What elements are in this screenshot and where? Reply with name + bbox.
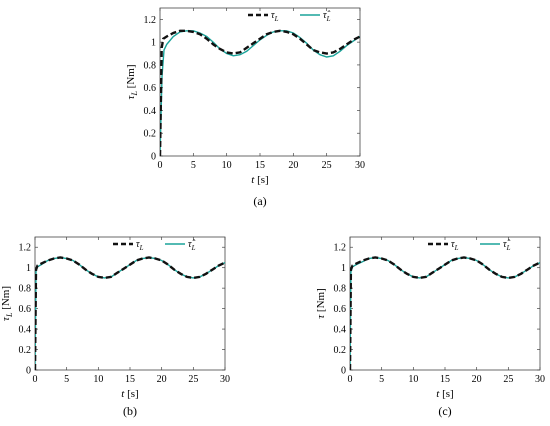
- y-tick-label: 0.2: [144, 129, 157, 140]
- x-tick-label: 15: [125, 374, 135, 385]
- x-tick-label: 10: [93, 374, 103, 385]
- y-tick-label: 0.6: [144, 83, 157, 94]
- y-tick-label: 0.6: [19, 304, 32, 315]
- legend-label: τL: [451, 239, 459, 252]
- y-tick-label: 0: [151, 152, 156, 163]
- x-tick-label: 10: [408, 374, 418, 385]
- legend-label: τ̂L: [323, 10, 331, 23]
- y-tick-label: 0: [341, 366, 346, 377]
- y-axis-label: τ [Nm]: [315, 288, 327, 319]
- x-tick-label: 20: [288, 160, 298, 171]
- legend-label: τ̂L: [188, 239, 196, 252]
- y-axis-label: τL [Nm]: [0, 286, 14, 321]
- x-tick-label: 30: [355, 160, 365, 171]
- x-tick-label: 20: [157, 374, 167, 385]
- y-tick-label: 1.2: [144, 15, 157, 26]
- x-axis-label: t [s]: [121, 388, 138, 400]
- x-tick-label: 20: [472, 374, 482, 385]
- x-tick-label: 5: [64, 374, 69, 385]
- x-axis-label: t [s]: [436, 388, 453, 400]
- y-tick-label: 1: [26, 263, 31, 274]
- legend-label: τ̂L: [503, 239, 511, 252]
- panel-c: 0 5 10 15 20 25 30 0 0.2 0.4 0.6 0.8 1 1.2 τL τ̂L t [s] τ…: [315, 236, 545, 418]
- legend-label: τL: [271, 10, 279, 23]
- y-tick-label: 0: [26, 366, 31, 377]
- reference-series-line: [160, 29, 360, 156]
- y-tick-label: 0.2: [19, 345, 32, 356]
- y-tick-label: 0.8: [144, 60, 157, 71]
- y-tick-label: 1.2: [334, 243, 347, 254]
- x-tick-label: 0: [348, 374, 353, 385]
- estimate-series-line: [35, 256, 225, 370]
- estimate-series-line: [160, 30, 360, 156]
- x-tick-label: 25: [503, 374, 513, 385]
- x-tick-label: 0: [158, 160, 163, 171]
- y-tick-label: 1: [341, 263, 346, 274]
- y-tick-label: 0.8: [19, 284, 32, 295]
- panel-caption: (a): [253, 194, 266, 208]
- x-tick-label: 5: [379, 374, 384, 385]
- x-tick-label: 5: [191, 160, 196, 171]
- y-axis-label: τL [Nm]: [125, 65, 139, 100]
- y-tick-label: 1.2: [19, 243, 32, 254]
- x-axis-label: t [s]: [251, 174, 268, 186]
- y-tick-label: 0.4: [19, 325, 32, 336]
- plot-area-c: [349, 236, 541, 371]
- panel-caption: (b): [123, 404, 137, 418]
- x-tick-label: 15: [440, 374, 450, 385]
- legend-label: τL: [136, 239, 144, 252]
- x-tick-label: 25: [188, 374, 198, 385]
- x-tick-label: 0: [33, 374, 38, 385]
- y-tick-label: 0.4: [144, 106, 157, 117]
- x-tick-label: 10: [222, 160, 232, 171]
- x-tick-label: 30: [220, 374, 230, 385]
- panel-b: 0 5 10 15 20 25 30 0 0.2 0.4 0.6 0.8 1 1.2 τL τ̂L t [s] τ…: [0, 236, 230, 418]
- panel-a: 0 5 10 15 20 25 30 0 0.2 0.4 0.6 0.8 1 1.2 τL τ̂L t [s] τ…: [125, 7, 365, 208]
- estimate-series-line: [350, 256, 540, 370]
- reference-series-line: [350, 256, 540, 370]
- y-tick-label: 0.8: [334, 284, 347, 295]
- y-tick-label: 0.6: [334, 304, 347, 315]
- plot-area-b: [34, 236, 226, 371]
- y-tick-label: 1: [151, 38, 156, 49]
- x-tick-label: 15: [255, 160, 265, 171]
- x-tick-label: 30: [535, 374, 545, 385]
- reference-series-line: [35, 256, 225, 370]
- x-tick-label: 25: [322, 160, 332, 171]
- y-tick-label: 0.4: [334, 325, 347, 336]
- y-tick-label: 0.2: [334, 345, 347, 356]
- panel-caption: (c): [438, 404, 451, 418]
